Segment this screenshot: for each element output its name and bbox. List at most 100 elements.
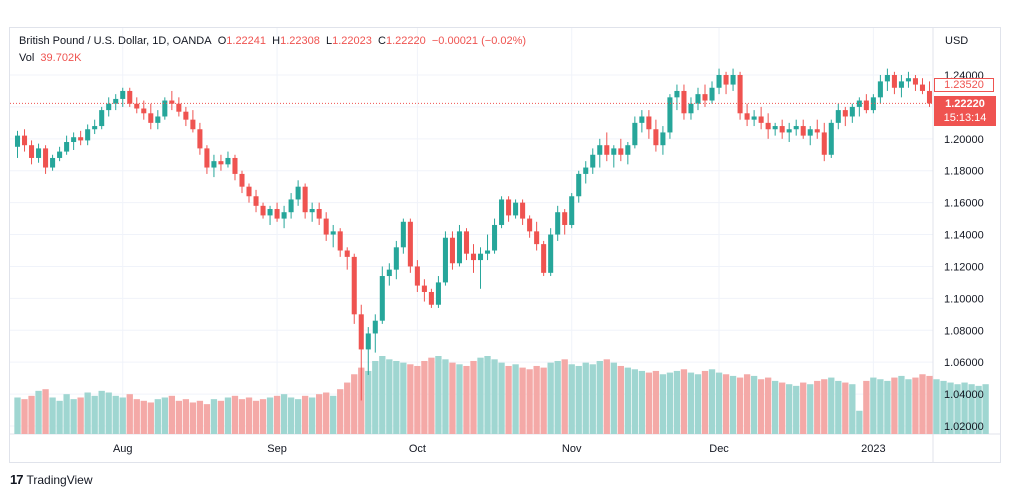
candle-body — [71, 137, 77, 143]
candle-body — [435, 282, 441, 305]
candle — [78, 130, 84, 146]
candle-body — [64, 142, 70, 152]
volume-bar — [484, 356, 491, 434]
volume-bar — [126, 394, 133, 434]
price-axis: 1.240001.220001.200001.180001.160001.140… — [944, 70, 984, 433]
candle-body — [646, 116, 652, 130]
candle — [274, 202, 280, 222]
volume-bar — [203, 404, 211, 434]
legend-volume: Vol 39.702K — [19, 52, 81, 64]
volume-bar — [793, 385, 800, 434]
candle — [730, 68, 736, 91]
candle — [597, 138, 603, 168]
volume-bar — [919, 374, 926, 434]
candle — [814, 119, 820, 139]
candle-body — [688, 103, 694, 114]
candle-body — [316, 209, 322, 219]
candle-body — [162, 100, 168, 117]
volume-bar — [154, 399, 161, 434]
volume-bar — [470, 360, 477, 434]
candle — [162, 97, 168, 120]
volume-bar — [547, 362, 554, 434]
candle-body — [267, 209, 273, 216]
volume-bar — [575, 365, 582, 434]
candle — [695, 87, 701, 111]
currency-label[interactable]: USD — [945, 35, 969, 47]
candle-body — [485, 250, 491, 254]
candle — [309, 202, 315, 222]
candle-body — [113, 98, 119, 104]
candle-body — [400, 221, 406, 248]
volume-bar — [863, 380, 870, 434]
volume-bar — [968, 384, 975, 434]
candle-body — [618, 148, 624, 155]
candle — [660, 126, 666, 155]
legend-change: −0.00021 (−0.02%) — [431, 35, 527, 47]
tradingview-logo-icon: 17 — [10, 472, 24, 487]
candle-body — [674, 90, 680, 98]
candle-body — [78, 137, 84, 141]
volume-bar — [407, 364, 414, 434]
candle-body — [597, 145, 603, 155]
legend-open-value: 1.22241 — [226, 35, 267, 47]
candle — [155, 110, 161, 130]
candle — [197, 122, 203, 155]
volume-bar — [224, 397, 232, 434]
volume-bar — [652, 370, 660, 434]
candle-body — [50, 157, 56, 168]
volume-bar — [266, 397, 274, 434]
volume-bar — [379, 356, 386, 434]
candle — [337, 228, 343, 257]
candle-body — [134, 103, 140, 109]
candle — [877, 75, 883, 104]
price-tick-label: 1.02000 — [944, 421, 984, 433]
volume-bar — [56, 400, 63, 434]
candle-body — [29, 145, 35, 158]
candle-body — [358, 314, 364, 350]
volume-bar — [400, 362, 407, 434]
candle-body — [36, 148, 42, 158]
volume-bar — [905, 379, 912, 434]
candle-body — [877, 81, 883, 98]
volume-bar — [477, 357, 484, 434]
candle — [43, 145, 49, 174]
candle-body — [492, 224, 498, 251]
price-tick-label: 1.06000 — [944, 357, 984, 369]
current-price: 1.22220 — [945, 98, 985, 110]
tradingview-brand[interactable]: 17 TradingView — [10, 472, 93, 487]
volume-bar — [736, 377, 744, 434]
candle-body — [863, 100, 869, 111]
candle — [583, 161, 589, 184]
volume-bar — [568, 364, 575, 434]
candle — [477, 247, 484, 289]
volume-bar — [533, 365, 540, 434]
volume-bar — [526, 369, 533, 434]
volume-bar — [800, 382, 807, 434]
volume-bar — [316, 394, 323, 434]
volume-bar — [505, 365, 512, 434]
candle — [267, 205, 273, 225]
candle — [169, 90, 175, 111]
candle — [134, 97, 140, 114]
candle — [786, 122, 792, 143]
candle-body — [393, 247, 399, 270]
candle — [856, 97, 862, 117]
volume-bar — [161, 397, 168, 434]
candle-body — [274, 209, 280, 219]
candle-body — [814, 129, 820, 133]
candle-body — [169, 100, 175, 104]
volume-bar — [687, 372, 695, 434]
candle-body — [751, 116, 757, 120]
candle-body — [386, 269, 392, 277]
volume-bar — [386, 359, 393, 434]
candle — [576, 170, 582, 203]
candle — [688, 97, 694, 120]
candle-body — [225, 157, 231, 165]
candle-body — [765, 122, 771, 130]
time-tick-label: 2023 — [861, 443, 885, 455]
volume-bar — [582, 362, 589, 434]
time-tick-label: Aug — [113, 443, 133, 455]
candle-body — [506, 199, 512, 216]
candle-body — [309, 209, 315, 213]
